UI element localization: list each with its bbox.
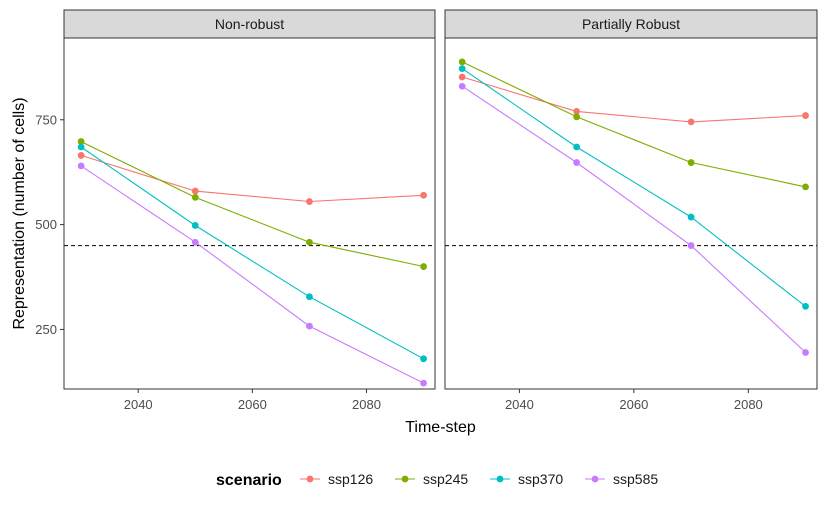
data-point-ssp370	[458, 65, 466, 73]
panel-non-robust: Non-robust	[63, 9, 436, 390]
x-tick-label: 2040	[505, 397, 534, 412]
panel-strip	[63, 9, 436, 39]
legend-key-point	[591, 475, 599, 483]
data-point-ssp245	[687, 159, 695, 166]
data-point-ssp245	[802, 183, 809, 191]
x-tick-label: 2040	[124, 397, 153, 412]
data-point-ssp585	[458, 82, 466, 90]
x-tick-label: 2080	[352, 397, 381, 412]
legend-label: ssp126	[328, 471, 373, 487]
legend-item-ssp126: ssp126	[300, 471, 373, 487]
data-point-ssp245	[191, 193, 199, 201]
legend: scenario ssp126 ssp245 ssp370 ssp585	[216, 471, 658, 489]
panel-strip-title: Partially Robust	[582, 16, 680, 32]
data-point-ssp245	[573, 113, 581, 121]
data-point-ssp245	[306, 238, 313, 246]
data-point-ssp585	[77, 162, 85, 170]
data-point-ssp126	[77, 152, 85, 159]
data-point-ssp370	[420, 355, 427, 363]
data-point-ssp370	[191, 222, 199, 229]
series-line-ssp370	[461, 68, 806, 307]
data-point-ssp126	[306, 198, 313, 205]
panel-strip	[444, 9, 818, 39]
data-point-ssp370	[306, 293, 313, 301]
panel-plot-area	[64, 38, 435, 389]
series-line-ssp245	[461, 61, 806, 188]
x-axes: 2040 2060 2080 2040 2060 2080	[124, 389, 763, 412]
legend-title: scenario	[216, 472, 282, 489]
data-point-ssp126	[687, 118, 695, 126]
legend-item-ssp585: ssp585	[585, 471, 658, 487]
series-line-ssp126	[80, 154, 424, 203]
panel-plot-area	[445, 38, 817, 389]
panel-border	[444, 37, 818, 390]
data-point-ssp585	[687, 242, 695, 249]
x-tick-label: 2060	[619, 397, 648, 412]
legend-label: ssp585	[613, 471, 658, 487]
x-tick-label: 2080	[734, 397, 763, 412]
series-line-ssp585	[461, 85, 806, 353]
data-point-ssp126	[191, 187, 199, 195]
series-line-ssp126	[462, 76, 806, 123]
data-point-ssp585	[802, 349, 809, 356]
panel-border	[63, 37, 436, 390]
data-point-ssp245	[77, 138, 85, 145]
panel-partially-robust: Partially Robust	[444, 9, 818, 390]
legend-key-point	[401, 475, 409, 483]
data-point-ssp245	[458, 58, 466, 66]
data-point-ssp126	[420, 191, 427, 199]
data-point-ssp370	[802, 302, 809, 310]
legend-label: ssp370	[518, 471, 563, 487]
data-point-ssp370	[77, 143, 85, 151]
series-line-ssp370	[80, 146, 424, 360]
y-tick-label: 750	[35, 112, 57, 127]
y-axis-title: Representation (number of cells)	[11, 97, 28, 329]
legend-item-ssp370: ssp370	[490, 471, 563, 487]
legend-key-point	[306, 475, 314, 483]
data-point-ssp245	[420, 263, 427, 270]
chart-panels: Non-robust Partially Robust	[63, 9, 818, 390]
series-line-ssp585	[80, 165, 424, 384]
legend-label: ssp245	[423, 471, 468, 487]
x-tick-label: 2060	[238, 397, 267, 412]
y-axis: 250 500 750	[35, 112, 64, 337]
data-point-ssp585	[573, 159, 581, 166]
legend-key-point	[496, 475, 504, 483]
data-point-ssp370	[573, 143, 581, 151]
data-point-ssp126	[458, 73, 466, 81]
legend-item-ssp245: ssp245	[395, 471, 468, 487]
y-tick-label: 500	[35, 217, 57, 232]
data-point-ssp585	[420, 379, 427, 387]
data-point-ssp126	[573, 107, 581, 115]
x-axis-title: Time-step	[405, 419, 476, 436]
data-point-ssp585	[191, 238, 199, 246]
data-point-ssp126	[802, 112, 809, 119]
panel-strip-title: Non-robust	[215, 16, 284, 32]
data-point-ssp585	[306, 322, 313, 330]
data-point-ssp370	[687, 213, 695, 221]
y-tick-label: 250	[35, 322, 57, 337]
series-line-ssp245	[80, 141, 424, 268]
